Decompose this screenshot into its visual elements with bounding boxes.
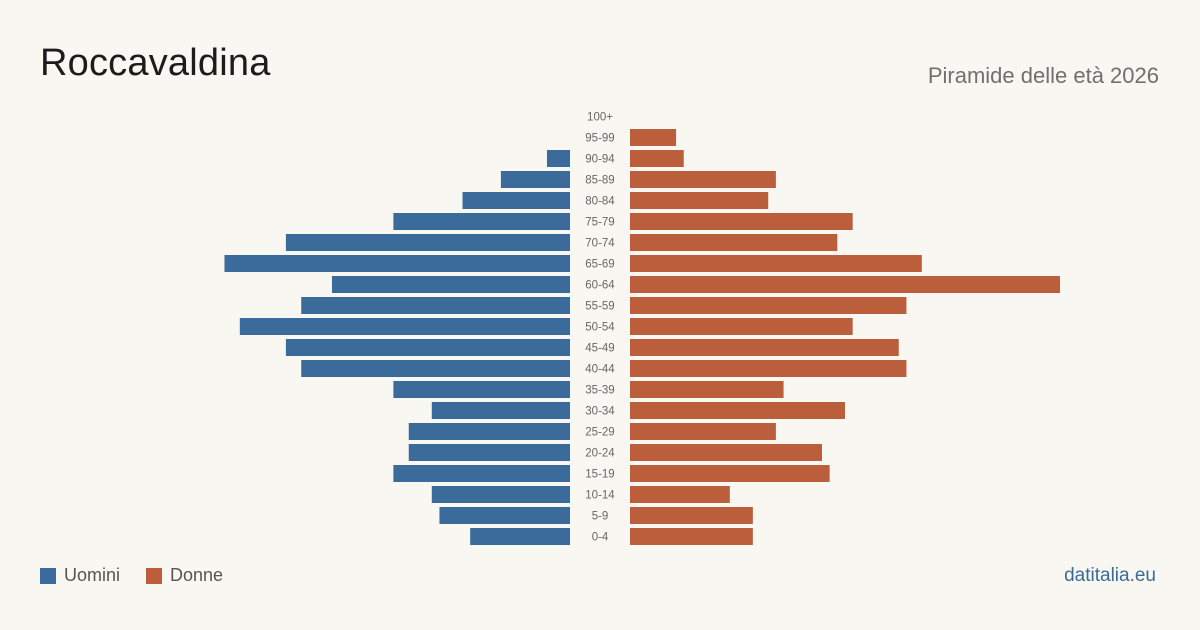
bar-women — [630, 486, 730, 503]
bar-men — [239, 318, 571, 335]
bar-men — [470, 528, 570, 545]
bar-women — [630, 213, 853, 230]
age-group-label: 50-54 — [585, 322, 615, 334]
bar-men — [285, 339, 570, 356]
bar-men — [408, 444, 570, 461]
age-group-label: 25-29 — [585, 427, 614, 439]
bar-women — [630, 234, 838, 251]
bar-women — [630, 255, 922, 272]
legend-label-men: Uomini — [64, 565, 121, 585]
bar-women — [630, 297, 907, 314]
age-group-label: 85-89 — [585, 175, 614, 187]
bar-women — [630, 360, 907, 377]
bar-men — [546, 150, 570, 167]
legend-label-women: Donne — [170, 565, 224, 585]
bar-women — [630, 150, 684, 167]
age-group-label: 65-69 — [585, 259, 614, 271]
bar-women — [630, 339, 899, 356]
age-group-label: 30-34 — [585, 406, 615, 418]
bar-men — [393, 465, 570, 482]
age-group-label: 75-79 — [585, 217, 614, 229]
age-group-label: 0-4 — [592, 532, 609, 544]
age-group-label: 20-24 — [585, 448, 615, 460]
bar-men — [285, 234, 570, 251]
bar-men — [301, 297, 570, 314]
page-title: Roccavaldina — [40, 42, 271, 84]
bar-men — [393, 381, 570, 398]
bar-men — [439, 507, 570, 524]
age-group-label: 10-14 — [585, 490, 615, 502]
age-group-label: 40-44 — [585, 364, 615, 376]
age-group-label: 80-84 — [585, 196, 615, 208]
bar-women — [630, 171, 776, 188]
age-group-label: 45-49 — [585, 343, 614, 355]
bar-women — [630, 444, 822, 461]
age-group-label: 95-99 — [585, 133, 614, 145]
age-group-label: 70-74 — [585, 238, 615, 250]
bar-men — [301, 360, 570, 377]
age-group-label: 100+ — [587, 112, 613, 124]
bar-women — [630, 402, 845, 419]
bar-women — [630, 192, 769, 209]
legend-swatch-women — [146, 567, 163, 584]
bar-men — [224, 255, 570, 272]
bar-women — [630, 465, 830, 482]
bar-men — [331, 276, 570, 293]
bar-women — [630, 318, 853, 335]
legend-item-women: Donne — [146, 565, 223, 586]
bar-women — [630, 528, 753, 545]
bar-men — [431, 486, 570, 503]
age-group-label: 15-19 — [585, 469, 614, 481]
legend-swatch-men — [40, 567, 56, 584]
bar-men — [462, 192, 570, 209]
age-group-label: 35-39 — [585, 385, 614, 397]
bar-women — [630, 381, 784, 398]
age-group-label: 60-64 — [585, 280, 615, 292]
bar-women — [630, 276, 1060, 293]
age-group-label: 5-9 — [592, 511, 609, 523]
chart-subtitle: Piramide delle età 2026 — [927, 63, 1159, 88]
bar-women — [630, 129, 677, 146]
bar-men — [431, 402, 570, 419]
source-link[interactable]: datitalia.eu — [1064, 565, 1156, 586]
age-group-label: 55-59 — [585, 301, 614, 313]
bar-women — [630, 507, 753, 524]
bar-men — [408, 423, 570, 440]
bar-men — [500, 171, 570, 188]
bar-men — [393, 213, 570, 230]
legend-item-men: Uomini — [40, 565, 120, 586]
legend: Uomini Donne — [40, 565, 249, 586]
bar-women — [630, 423, 776, 440]
age-group-label: 90-94 — [585, 154, 615, 166]
